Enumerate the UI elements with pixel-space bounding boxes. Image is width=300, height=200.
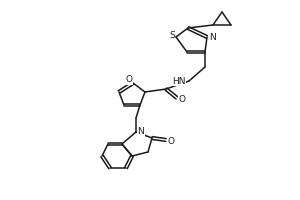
Text: N: N [138,127,144,136]
Text: O: O [167,136,175,146]
Text: N: N [208,32,215,42]
Text: O: O [125,75,133,84]
Text: S: S [169,31,175,40]
Text: O: O [178,95,185,104]
Text: HN: HN [172,76,186,86]
